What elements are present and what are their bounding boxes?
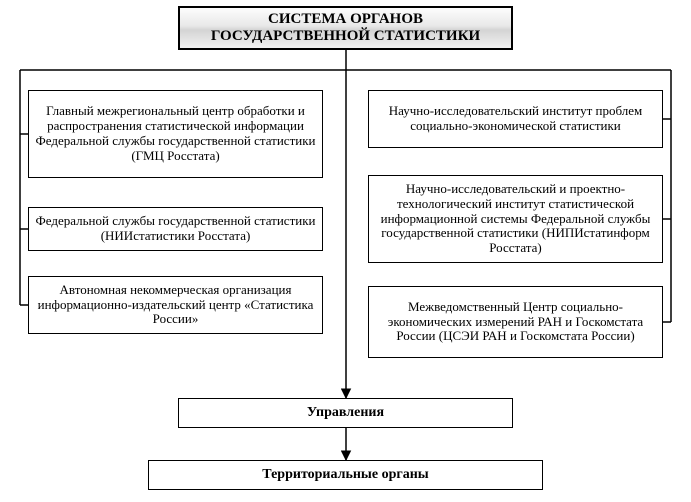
node-left3: Автономная некоммерческая организация ин…: [28, 276, 323, 334]
node-left1-text: Главный межрегиональный центр обработки …: [35, 104, 316, 164]
title-line2: ГОСУДАРСТВЕННОЙ СТАТИСТИКИ: [211, 28, 480, 44]
node-right3: Межведомственный Центр социально-экономи…: [368, 286, 663, 358]
node-management-text: Управления: [307, 405, 384, 421]
node-right1: Научно-исследовательский институт пробле…: [368, 90, 663, 148]
node-territorial-text: Территориальные органы: [262, 467, 428, 483]
node-right2: Научно-исследовательский и проектно-техн…: [368, 175, 663, 263]
node-left3-text: Автономная некоммерческая организация ин…: [35, 283, 316, 328]
node-left2-text: Федеральной службы государственной стати…: [35, 214, 316, 244]
node-territorial: Территориальные органы: [148, 460, 543, 490]
title-box: СИСТЕМА ОРГАНОВ ГОСУДАРСТВЕННОЙ СТАТИСТИ…: [178, 6, 513, 50]
node-management: Управления: [178, 398, 513, 428]
node-left2: Федеральной службы государственной стати…: [28, 207, 323, 251]
node-right2-text: Научно-исследовательский и проектно-техн…: [375, 182, 656, 257]
node-right1-text: Научно-исследовательский институт пробле…: [375, 104, 656, 134]
title-line1: СИСТЕМА ОРГАНОВ: [268, 11, 423, 27]
node-right3-text: Межведомственный Центр социально-экономи…: [375, 300, 656, 345]
node-left1: Главный межрегиональный центр обработки …: [28, 90, 323, 178]
